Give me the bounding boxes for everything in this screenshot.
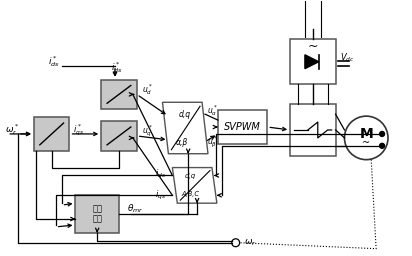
- Text: $ω^*_r$: $ω^*_r$: [5, 123, 19, 137]
- Text: A,B,C: A,B,C: [181, 191, 199, 197]
- Text: $ω_r$: $ω_r$: [243, 238, 256, 248]
- Polygon shape: [162, 102, 208, 154]
- Bar: [101, 121, 137, 151]
- Text: $V_{dc}$: $V_{dc}$: [339, 51, 354, 64]
- Text: $i_{qs}$: $i_{qs}$: [155, 189, 166, 202]
- Circle shape: [379, 132, 384, 136]
- Text: 磁通
模型: 磁通 模型: [92, 204, 102, 224]
- Text: $u^*_α$: $u^*_α$: [207, 103, 218, 118]
- Text: $u^*_d$: $u^*_d$: [142, 82, 152, 97]
- Text: d,q: d,q: [178, 110, 190, 119]
- Text: $u^*_β$: $u^*_β$: [207, 134, 218, 150]
- Text: SVPWM: SVPWM: [224, 122, 261, 132]
- Bar: [101, 80, 137, 109]
- Bar: [34, 117, 70, 151]
- Polygon shape: [305, 55, 319, 69]
- Polygon shape: [172, 168, 217, 203]
- Bar: [75, 195, 119, 233]
- Text: $u^*_q$: $u^*_q$: [142, 123, 152, 139]
- Circle shape: [379, 143, 384, 148]
- Bar: [290, 39, 336, 84]
- Text: $i^*_{ds}$: $i^*_{ds}$: [48, 54, 60, 69]
- Text: $i_{ds}$: $i_{ds}$: [155, 167, 166, 180]
- Text: ~: ~: [308, 39, 318, 52]
- Bar: [290, 104, 336, 156]
- Text: M: M: [359, 127, 373, 141]
- Bar: [218, 110, 267, 144]
- Text: $i^*_{ds}$: $i^*_{ds}$: [111, 60, 123, 75]
- Text: $i^*_{qs}$: $i^*_{qs}$: [73, 122, 84, 138]
- Text: $θ_{mr}$: $θ_{mr}$: [127, 203, 143, 215]
- Text: d,q: d,q: [185, 174, 196, 179]
- Text: ~: ~: [362, 138, 370, 148]
- Text: α,β: α,β: [176, 138, 188, 147]
